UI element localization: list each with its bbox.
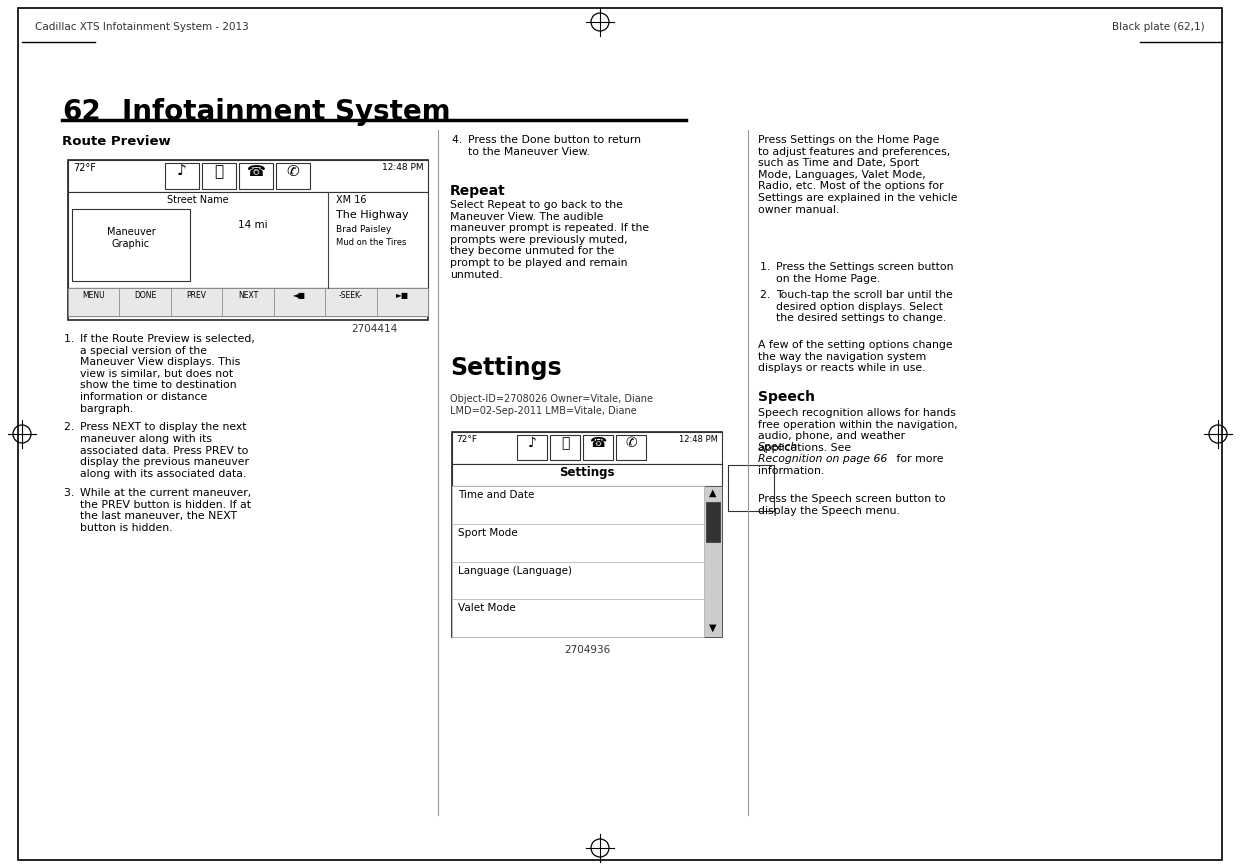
Bar [325, 288, 377, 316]
Text: Recognition on page 66: Recognition on page 66 [758, 454, 888, 464]
Text: Speech recognition allows for hands
free operation within the navigation,
audio,: Speech recognition allows for hands free… [758, 408, 957, 453]
Bar [171, 288, 222, 316]
Text: MENU: MENU [82, 291, 105, 300]
Bar [68, 160, 428, 320]
Text: 12:48 PM: 12:48 PM [382, 163, 424, 172]
Bar [119, 288, 171, 316]
Bar [72, 209, 190, 281]
Text: ✆: ✆ [286, 164, 299, 179]
Text: A few of the setting options change
the way the navigation system
displays or re: A few of the setting options change the … [758, 340, 952, 373]
Text: Settings: Settings [450, 356, 562, 380]
Bar [202, 163, 236, 189]
Bar [551, 435, 580, 460]
Text: ☎: ☎ [247, 164, 265, 179]
Bar [277, 163, 310, 189]
Text: Press NEXT to display the next
maneuver along with its
associated data. Press PR: Press NEXT to display the next maneuver … [81, 423, 249, 479]
Text: Repeat: Repeat [450, 184, 506, 198]
Text: Brad Paisley: Brad Paisley [336, 225, 392, 234]
Text: 72°F: 72°F [456, 435, 477, 444]
Bar [453, 523, 704, 562]
Bar [453, 432, 722, 637]
Text: Speech: Speech [758, 443, 799, 452]
Text: NEXT: NEXT [238, 291, 258, 300]
Text: Speech: Speech [758, 390, 815, 404]
Text: 1.: 1. [760, 262, 776, 272]
Bar [68, 288, 428, 316]
Text: Ⓐ: Ⓐ [560, 436, 569, 450]
Bar [616, 435, 646, 460]
Text: ♪: ♪ [177, 164, 187, 179]
Text: Object-ID=2708026 Owner=Vitale, Diane
LMD=02-Sep-2011 LMB=Vitale, Diane: Object-ID=2708026 Owner=Vitale, Diane LM… [450, 394, 653, 416]
Text: 12:48 PM: 12:48 PM [680, 435, 718, 444]
Text: Cadillac XTS Infotainment System - 2013: Cadillac XTS Infotainment System - 2013 [35, 22, 249, 32]
Text: Press the Settings screen button
on the Home Page.: Press the Settings screen button on the … [776, 262, 954, 284]
Text: ▲: ▲ [709, 488, 717, 498]
Text: information.: information. [758, 465, 825, 476]
Text: ♪: ♪ [527, 436, 537, 450]
Text: DONE: DONE [134, 291, 156, 300]
Text: 3.: 3. [64, 488, 79, 498]
Bar [453, 432, 722, 464]
Text: Select Repeat to go back to the
Maneuver View. The audible
maneuver prompt is re: Select Repeat to go back to the Maneuver… [450, 200, 649, 279]
Text: -SEEK-: -SEEK- [339, 291, 363, 300]
Text: 2704936: 2704936 [564, 645, 610, 655]
Bar [704, 486, 722, 637]
Bar [222, 288, 274, 316]
Text: 72°F: 72°F [73, 163, 95, 173]
Text: 1.: 1. [64, 334, 79, 344]
Text: XM 16: XM 16 [336, 195, 367, 205]
Text: The Highway: The Highway [336, 210, 409, 220]
Text: Infotainment System: Infotainment System [122, 98, 450, 126]
Bar [68, 192, 428, 288]
Text: for more: for more [893, 454, 944, 464]
Text: Black plate (62,1): Black plate (62,1) [1112, 22, 1205, 32]
Text: 2.: 2. [64, 423, 79, 432]
Text: Sport Mode: Sport Mode [458, 528, 517, 538]
Text: 62: 62 [62, 98, 100, 126]
Bar [706, 502, 720, 542]
Bar [583, 435, 613, 460]
Text: Route Preview: Route Preview [62, 135, 171, 148]
Bar [728, 465, 774, 511]
Bar [68, 288, 119, 316]
Text: 2.: 2. [760, 290, 776, 300]
Bar [377, 288, 428, 316]
Bar [239, 163, 273, 189]
Text: 14 mi: 14 mi [238, 220, 268, 230]
Text: ►■: ►■ [396, 291, 409, 300]
Text: Valet Mode: Valet Mode [458, 603, 516, 614]
Text: Maneuver
Graphic: Maneuver Graphic [107, 227, 155, 249]
Bar [165, 163, 198, 189]
Text: 4.: 4. [453, 135, 467, 145]
Bar [68, 160, 428, 192]
Bar [453, 562, 704, 599]
Text: Time and Date: Time and Date [458, 490, 534, 500]
Text: Touch-tap the scroll bar until the
desired option displays. Select
the desired s: Touch-tap the scroll bar until the desir… [776, 290, 952, 323]
Bar [453, 464, 722, 486]
Bar [453, 599, 704, 637]
Text: Press the Speech screen button to
display the Speech menu.: Press the Speech screen button to displa… [758, 495, 946, 516]
Text: Street Name: Street Name [167, 195, 229, 205]
Text: Language (Language): Language (Language) [458, 565, 572, 575]
Text: Ⓐ: Ⓐ [215, 164, 223, 179]
Bar [453, 486, 704, 523]
Text: ✆: ✆ [625, 436, 637, 450]
Text: Settings: Settings [559, 466, 615, 479]
Text: Press the Done button to return
to the Maneuver View.: Press the Done button to return to the M… [467, 135, 641, 156]
Text: PREV: PREV [186, 291, 207, 300]
Text: While at the current maneuver,
the PREV button is hidden. If at
the last maneuve: While at the current maneuver, the PREV … [81, 488, 252, 533]
Bar [274, 288, 325, 316]
Bar [517, 435, 547, 460]
Text: 2704414: 2704414 [352, 324, 398, 334]
Text: Mud on the Tires: Mud on the Tires [336, 238, 407, 247]
Text: If the Route Preview is selected,
a special version of the
Maneuver View display: If the Route Preview is selected, a spec… [81, 334, 255, 413]
Text: Press Settings on the Home Page
to adjust features and preferences,
such as Time: Press Settings on the Home Page to adjus… [758, 135, 957, 214]
Text: ☎: ☎ [589, 436, 606, 450]
Text: ▼: ▼ [709, 623, 717, 633]
Text: ◄■: ◄■ [293, 291, 306, 300]
